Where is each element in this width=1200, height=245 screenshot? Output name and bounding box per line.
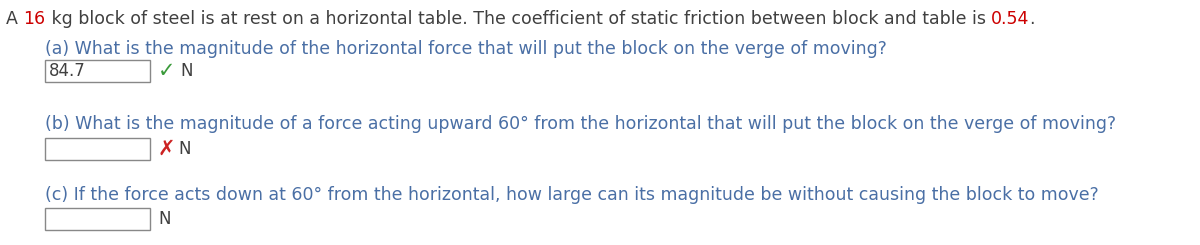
FancyBboxPatch shape: [46, 60, 150, 82]
Text: 16: 16: [23, 10, 46, 28]
Text: ✗: ✗: [158, 139, 175, 159]
Text: 84.7: 84.7: [49, 62, 85, 80]
Text: .: .: [1030, 10, 1034, 28]
FancyBboxPatch shape: [46, 138, 150, 160]
Text: N: N: [178, 140, 191, 158]
Text: (c) If the force acts down at 60° from the horizontal, how large can its magnitu: (c) If the force acts down at 60° from t…: [46, 186, 1099, 204]
Text: (b) What is the magnitude of a force acting upward 60° from the horizontal that : (b) What is the magnitude of a force act…: [46, 115, 1116, 133]
FancyBboxPatch shape: [46, 208, 150, 230]
Text: N: N: [158, 210, 170, 228]
Text: N: N: [180, 62, 192, 80]
Text: A: A: [6, 10, 23, 28]
Text: 0.54: 0.54: [991, 10, 1030, 28]
Text: ✓: ✓: [158, 61, 175, 81]
Text: (a) What is the magnitude of the horizontal force that will put the block on the: (a) What is the magnitude of the horizon…: [46, 40, 887, 58]
Text: kg block of steel is at rest on a horizontal table. The coefficient of static fr: kg block of steel is at rest on a horizo…: [46, 10, 991, 28]
